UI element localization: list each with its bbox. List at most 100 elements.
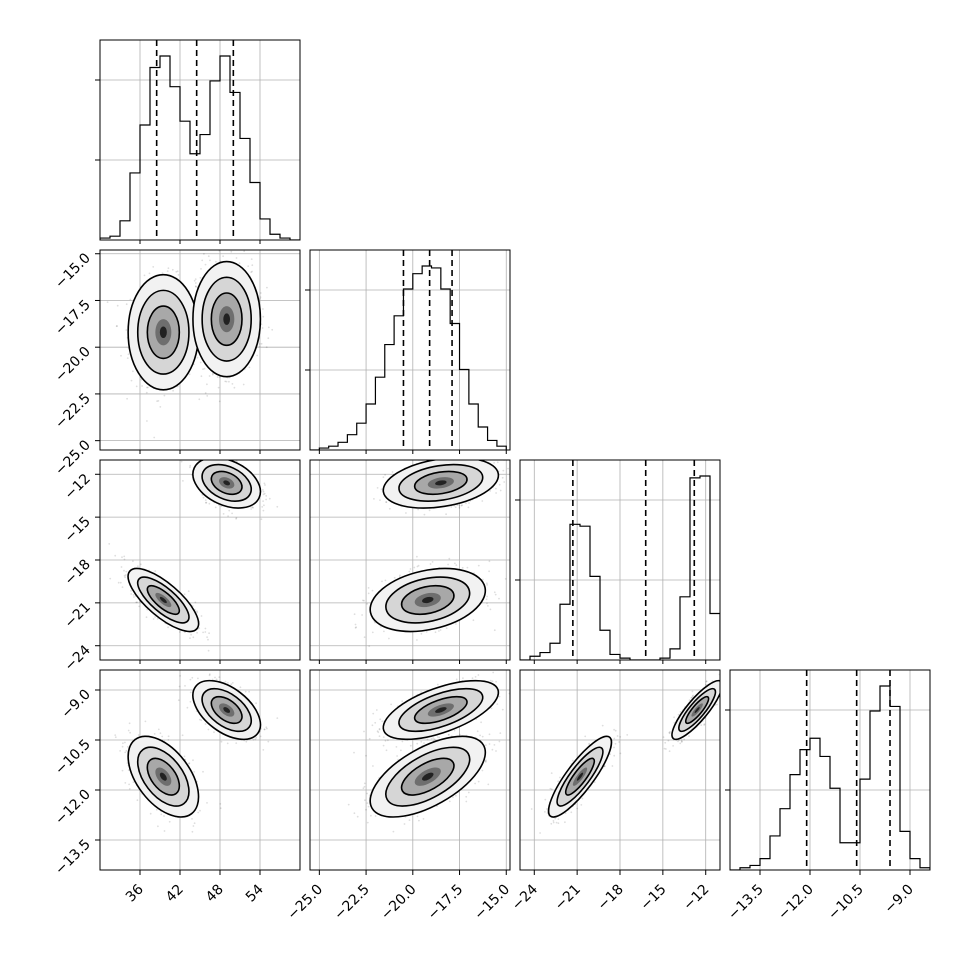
sample-point [263,482,266,485]
sample-point [417,564,420,567]
sample-point [260,518,263,521]
sample-point [262,308,264,310]
sample-point [159,406,162,408]
sample-point [259,296,262,298]
sample-point [504,578,507,580]
sample-point [127,353,130,356]
sample-point [219,454,221,456]
sample-point [262,500,264,502]
sample-point [239,242,241,244]
sample-point [220,247,222,249]
y-tick-label: −22.5 [52,390,94,432]
sample-point [132,594,135,596]
sample-point [177,274,180,276]
sample-point [362,599,364,602]
sample-point [202,455,204,457]
sample-point [251,270,254,273]
sample-point [250,271,253,274]
sample-point [379,499,381,501]
sample-point [261,506,264,508]
sample-point [429,563,432,565]
sample-point [123,558,126,561]
sample-point [388,637,390,640]
sample-point [188,762,191,765]
sample-point [132,370,134,373]
scatter-panel-2-0: −24−21−18−15−12 [62,454,301,674]
sample-point [495,487,497,490]
sample-point [119,581,122,584]
sample-point [247,265,250,268]
sample-point [121,586,124,588]
density-contour [210,292,243,347]
sample-point [208,375,211,377]
density-contour [400,584,455,616]
sample-point [181,734,184,737]
sample-point [187,590,190,593]
density-contour [413,470,468,496]
sample-point [202,368,204,370]
sample-point [195,285,197,288]
sample-point [189,637,191,639]
sample-point [248,366,251,369]
sample-point [454,457,456,459]
y-tick-label: −20.0 [52,344,94,386]
density-contour [385,576,471,624]
sample-point [152,618,155,620]
sample-point [199,809,201,812]
histogram-panel-2 [515,459,721,664]
sample-point [192,759,194,762]
sample-point [493,591,496,594]
sample-point [507,467,509,470]
sample-point [124,576,126,579]
sample-point [167,267,170,270]
density-contour [192,260,262,378]
sample-point [209,259,211,262]
sample-point [188,373,191,376]
sample-point [381,580,383,583]
density-contour [146,584,181,616]
sample-point [428,509,431,512]
sample-point [166,270,169,272]
scatter-panel-3-0: −13.5−12.0−10.5−9.036 42 48 54 [52,669,301,905]
sample-point [265,346,268,349]
sample-point [218,457,220,459]
sample-point [499,489,502,492]
density-contour [136,289,190,375]
sample-point [467,506,470,509]
sample-point [121,769,124,772]
sample-point [147,386,149,389]
sample-point [385,501,387,503]
density-fill [435,480,447,486]
sample-point [361,614,363,616]
sample-point [124,751,127,754]
sample-point [122,742,124,745]
sample-point [493,629,496,632]
sample-point [363,636,366,639]
sample-point [129,731,132,734]
sample-point [155,808,158,811]
sample-point [176,270,179,273]
sample-point [192,636,195,639]
sample-point [466,566,469,569]
sample-point [267,337,270,340]
sample-point [231,512,234,515]
sample-point [489,608,492,611]
sample-point [153,436,156,439]
sample-point [146,420,148,422]
sample-point [157,825,159,828]
sample-point [405,512,407,514]
sample-point [124,574,127,576]
sample-point [144,720,147,723]
sample-point [259,297,261,300]
sample-point [427,457,429,459]
sample-point [203,253,205,255]
sample-point [263,492,266,495]
sample-point [235,257,238,259]
sample-point [489,490,492,492]
panel-frame [99,39,301,241]
sample-point [201,494,204,496]
sample-point [138,605,141,608]
sample-point [243,250,246,253]
sample-point [136,601,139,604]
sample-point [367,587,370,589]
